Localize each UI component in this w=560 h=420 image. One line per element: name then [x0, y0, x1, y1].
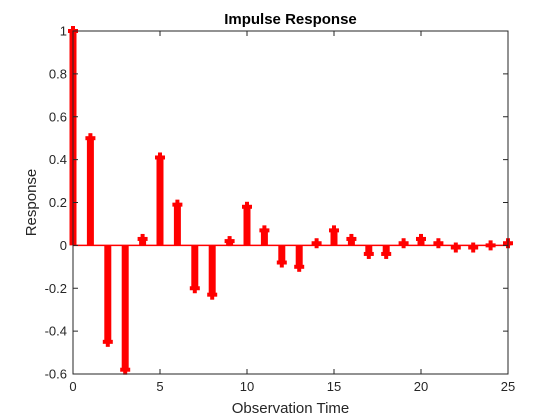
stem-4 — [137, 233, 148, 246]
y-tick-label: -0.6 — [45, 367, 67, 382]
y-tick-label: -0.4 — [45, 324, 67, 339]
y-tick-label: -0.2 — [45, 281, 67, 296]
stem-6 — [172, 199, 183, 246]
stem-12 — [276, 245, 287, 268]
y-tick-label: 0.2 — [49, 195, 67, 210]
stem-3 — [120, 245, 131, 375]
stem-23 — [468, 242, 479, 253]
x-tick-label: 20 — [414, 379, 428, 394]
stem-20 — [416, 233, 426, 246]
stem-18 — [381, 245, 392, 259]
chart-title: Impulse Response — [224, 11, 357, 28]
x-axis-label: Observation Time — [232, 400, 350, 417]
y-axis-label: Response — [23, 169, 40, 237]
stem-19 — [398, 238, 409, 249]
y-tick-label: 0.8 — [49, 66, 67, 81]
stem-13 — [294, 245, 305, 272]
stem-22 — [450, 242, 461, 253]
stem-15 — [329, 225, 339, 246]
x-tick-label: 15 — [327, 379, 341, 394]
stem-17 — [363, 245, 374, 259]
y-tick-label: 0 — [60, 238, 67, 253]
stem-24 — [485, 240, 496, 251]
stem-10 — [242, 201, 252, 246]
stem-9 — [224, 236, 235, 247]
stem-8 — [207, 245, 218, 300]
stem-2 — [102, 245, 113, 347]
x-tick-label: 25 — [501, 379, 515, 394]
stem-11 — [259, 225, 270, 246]
plot-area — [73, 31, 508, 374]
stem-14 — [311, 238, 322, 249]
x-tick-label: 0 — [69, 379, 76, 394]
stem-16 — [346, 233, 357, 246]
stem-1 — [85, 133, 96, 246]
stem-21 — [433, 238, 444, 249]
ticks: 0 5 10 15 20 25 -0.6 -0.4 -0.2 0 0.2 0.4 0.6 0.8 1 — [45, 24, 516, 395]
stem-5 — [155, 152, 165, 246]
y-tick-label: 1 — [60, 24, 67, 39]
x-tick-label: 5 — [156, 379, 163, 394]
y-tick-label: 0.6 — [49, 109, 67, 124]
y-tick-label: 0.4 — [49, 152, 67, 167]
x-tick-label: 10 — [240, 379, 254, 394]
stem-7 — [189, 245, 200, 294]
